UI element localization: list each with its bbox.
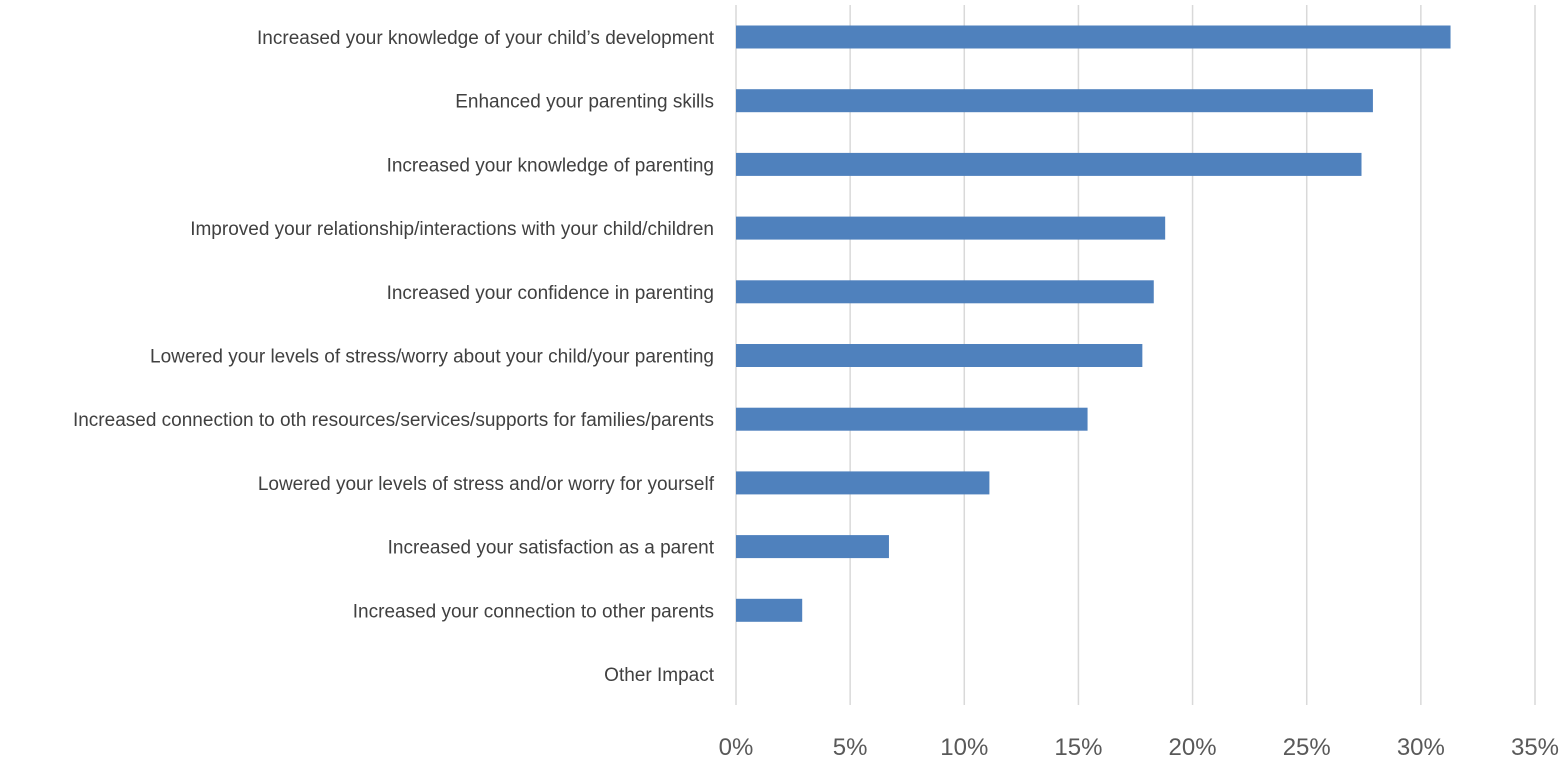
category-labels: Increased your knowledge of your child’s… <box>73 28 715 686</box>
bar <box>736 89 1373 113</box>
bar <box>736 471 990 495</box>
x-tick-label: 25% <box>1283 734 1331 759</box>
category-label: Increased your confidence in parenting <box>387 283 714 304</box>
x-axis-tick-labels: 0% 5% 10% 15% 20% 25% 30% 35% <box>719 734 1559 759</box>
bar <box>736 25 1451 49</box>
x-tick-label: 20% <box>1169 734 1217 759</box>
bar <box>736 280 1154 304</box>
category-label: Other Impact <box>604 665 715 686</box>
bar <box>736 344 1143 367</box>
bar <box>736 152 1362 176</box>
x-tick-label: 15% <box>1054 734 1102 759</box>
category-label: Enhanced your parenting skills <box>455 92 714 113</box>
bar <box>736 407 1088 431</box>
x-tick-label: 30% <box>1397 734 1445 759</box>
category-label: Lowered your levels of stress and/or wor… <box>258 474 715 495</box>
category-label: Increased connection to oth resources/se… <box>73 410 714 431</box>
x-tick-label: 35% <box>1511 734 1559 759</box>
bars <box>736 25 1451 622</box>
category-label: Increased your knowledge of parenting <box>387 155 714 176</box>
x-tick-label: 0% <box>719 734 754 759</box>
bar <box>736 535 889 559</box>
category-label: Increased your connection to other paren… <box>353 601 714 622</box>
bar <box>736 216 1166 240</box>
category-label: Improved your relationship/interactions … <box>190 219 714 240</box>
bar <box>736 598 803 622</box>
x-tick-label: 5% <box>833 734 868 759</box>
category-label: Increased your knowledge of your child’s… <box>257 28 715 49</box>
x-tick-label: 10% <box>940 734 988 759</box>
category-label: Lowered your levels of stress/worry abou… <box>150 347 714 368</box>
category-label: Increased your satisfaction as a parent <box>388 538 715 559</box>
